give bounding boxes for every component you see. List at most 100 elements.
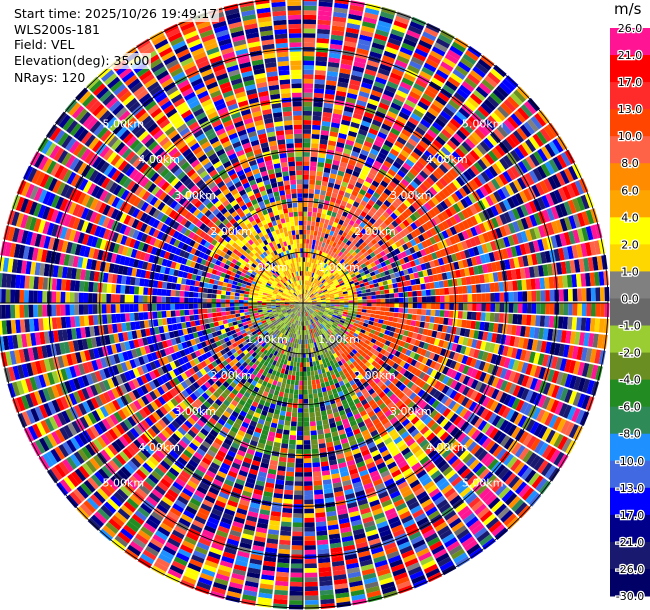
velocity-gate	[351, 348, 358, 355]
velocity-gate	[364, 260, 371, 266]
velocity-gate	[246, 387, 253, 395]
velocity-gate	[320, 232, 326, 238]
velocity-gate	[422, 373, 430, 382]
velocity-gate	[511, 498, 524, 512]
velocity-gate	[208, 466, 218, 475]
velocity-gate	[326, 361, 331, 367]
velocity-gate	[420, 425, 430, 435]
velocity-gate	[261, 342, 267, 348]
velocity-gate	[334, 319, 340, 324]
velocity-gate	[364, 339, 371, 345]
velocity-gate	[345, 455, 354, 462]
velocity-gate	[292, 522, 303, 528]
velocity-gate	[322, 313, 328, 317]
velocity-gate	[563, 168, 574, 183]
velocity-gate	[410, 112, 422, 122]
velocity-gate	[144, 477, 157, 488]
velocity-gate	[370, 354, 377, 361]
velocity-gate	[335, 420, 343, 427]
velocity-gate	[287, 316, 292, 321]
velocity-gate	[299, 371, 303, 377]
velocity-gate	[475, 188, 485, 199]
velocity-gate	[513, 336, 520, 348]
velocity-gate	[348, 209, 355, 216]
velocity-gate	[393, 528, 406, 538]
velocity-gate	[420, 524, 434, 535]
velocity-gate	[383, 284, 389, 290]
velocity-gate	[462, 386, 471, 396]
velocity-gate	[303, 303, 307, 307]
velocity-gate	[171, 560, 186, 571]
velocity-gate	[566, 274, 573, 288]
velocity-gate	[185, 505, 198, 515]
velocity-gate	[386, 335, 393, 342]
velocity-gate	[316, 315, 320, 320]
velocity-gate	[403, 493, 416, 503]
velocity-gate	[307, 285, 310, 291]
velocity-gate	[326, 323, 332, 328]
velocity-gate	[409, 325, 415, 332]
velocity-gate	[362, 145, 371, 153]
velocity-gate	[438, 190, 447, 200]
velocity-gate	[361, 429, 370, 437]
velocity-gate	[353, 532, 366, 540]
velocity-gate	[527, 338, 534, 351]
velocity-gate	[489, 282, 495, 292]
velocity-gate	[506, 516, 520, 530]
velocity-gate	[345, 31, 359, 39]
velocity-gate	[281, 443, 289, 449]
velocity-gate	[254, 354, 260, 360]
velocity-gate	[192, 519, 205, 529]
velocity-gate	[252, 545, 265, 552]
velocity-gate	[333, 328, 339, 334]
velocity-gate	[307, 375, 312, 381]
velocity-gate	[137, 529, 151, 541]
velocity-gate	[292, 536, 303, 541]
velocity-gate	[448, 517, 462, 529]
velocity-gate	[444, 487, 456, 499]
velocity-gate	[285, 355, 289, 361]
velocity-gate	[334, 362, 340, 368]
velocity-gate	[407, 425, 417, 434]
velocity-gate	[594, 318, 600, 333]
velocity-gate	[242, 437, 251, 444]
velocity-gate	[160, 478, 172, 489]
velocity-gate	[455, 252, 462, 261]
velocity-gate	[492, 88, 506, 102]
velocity-gate	[138, 484, 151, 495]
velocity-gate	[512, 208, 521, 220]
velocity-gate	[277, 558, 290, 564]
velocity-gate	[393, 572, 408, 581]
velocity-gate	[393, 20, 408, 29]
velocity-gate	[363, 73, 376, 81]
velocity-gate	[328, 290, 333, 293]
velocity-gate	[316, 530, 328, 536]
velocity-gate	[374, 235, 381, 243]
velocity-gate	[374, 421, 383, 430]
velocity-gate	[323, 281, 328, 286]
velocity-gate	[343, 362, 349, 368]
velocity-gate	[571, 345, 579, 360]
velocity-gate	[480, 312, 486, 321]
velocity-gate	[325, 324, 331, 329]
velocity-gate	[356, 461, 366, 468]
velocity-gate	[345, 233, 351, 240]
velocity-gate	[362, 77, 374, 85]
velocity-gate	[196, 541, 210, 551]
velocity-gate	[404, 33, 419, 44]
velocity-gate	[357, 374, 364, 381]
velocity-gate	[305, 307, 308, 312]
velocity-gate	[307, 291, 311, 296]
velocity-gate	[352, 354, 358, 361]
velocity-gate	[222, 551, 236, 560]
velocity-gate	[534, 440, 545, 454]
velocity-gate	[483, 99, 496, 111]
velocity-gate	[307, 207, 313, 212]
velocity-gate	[316, 287, 321, 292]
velocity-gate	[394, 350, 401, 358]
velocity-gate	[311, 298, 316, 301]
velocity-gate	[312, 312, 316, 317]
velocity-gate	[466, 377, 475, 388]
velocity-gate	[309, 234, 314, 240]
velocity-gate	[314, 337, 318, 343]
